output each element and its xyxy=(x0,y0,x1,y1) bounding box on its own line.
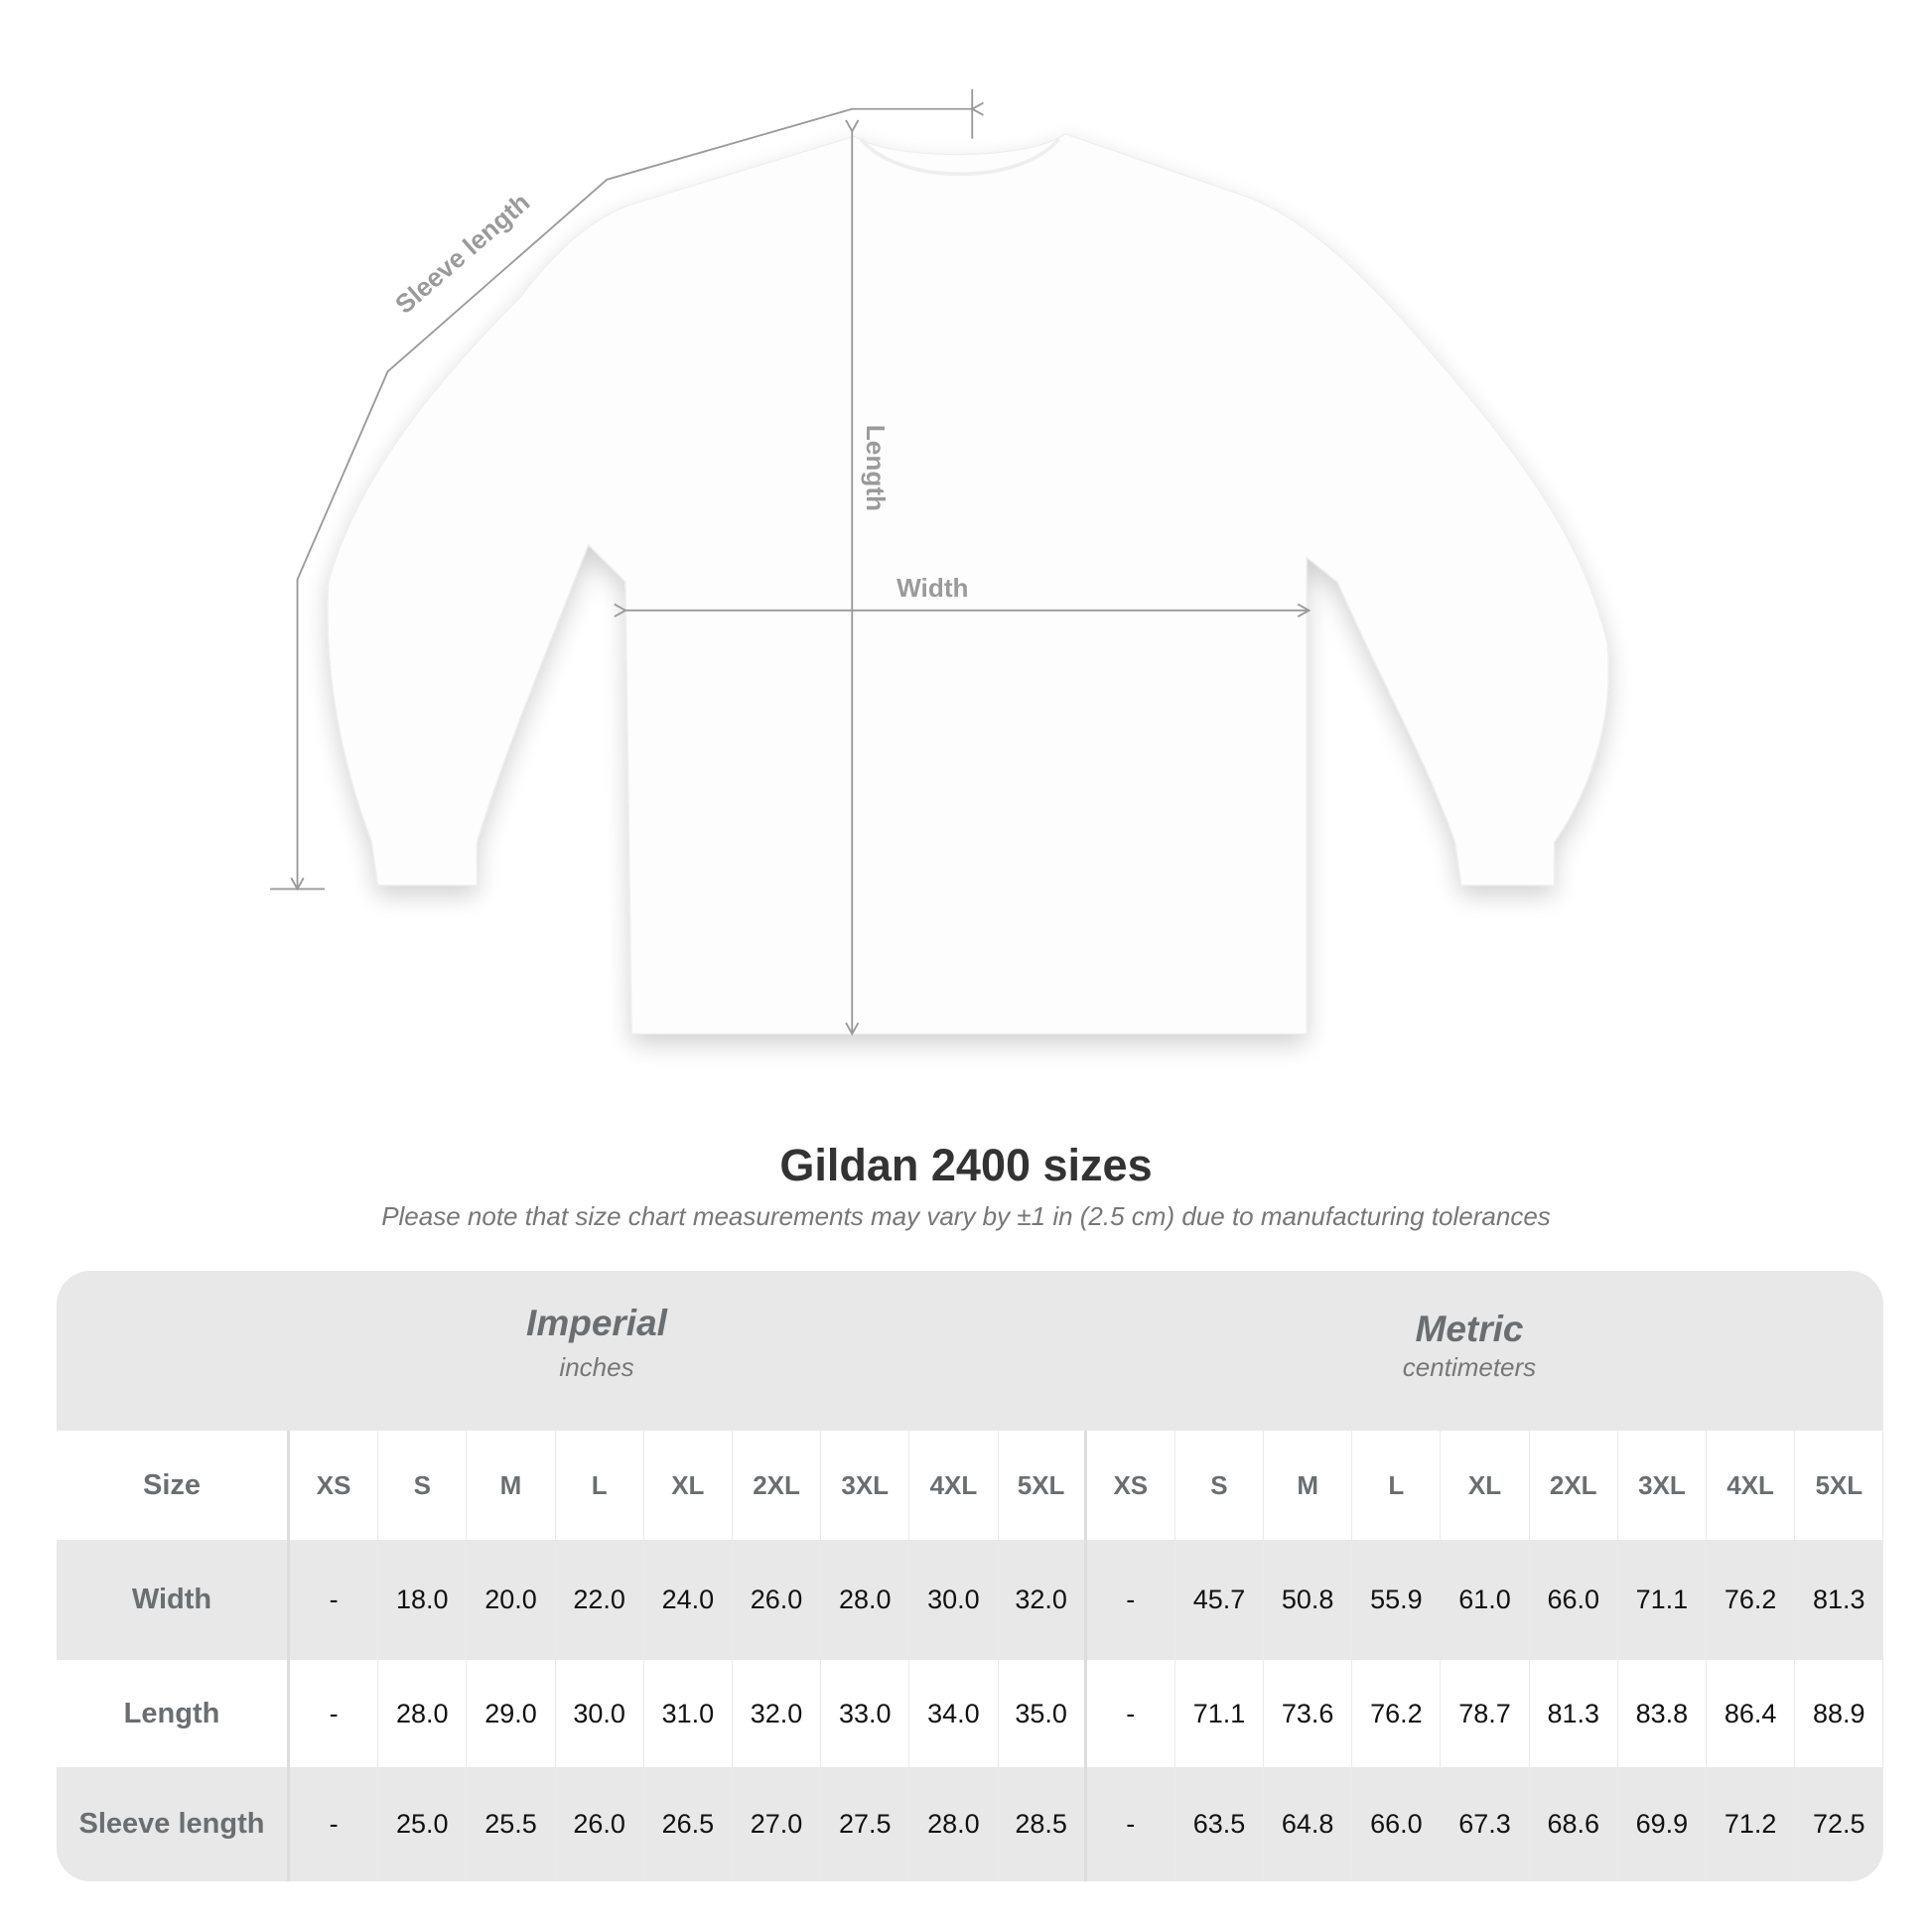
table-cell: 26.0 xyxy=(733,1540,822,1660)
size-header-cell: 4XL xyxy=(909,1431,999,1540)
table-cell: 69.9 xyxy=(1618,1767,1707,1881)
table-cell: 31.0 xyxy=(644,1660,733,1767)
unit-header-band xyxy=(57,1271,1883,1431)
table-cell: 18.0 xyxy=(378,1540,468,1660)
table-cell: 26.5 xyxy=(644,1767,733,1881)
table-cell: - xyxy=(290,1540,379,1660)
size-header-cell: 2XL xyxy=(1530,1431,1618,1540)
table-row: Length -28.0 29.0 30.0 31.0 32.0 33.0 34.0 35.0-… xyxy=(57,1660,1883,1767)
size-header-cell: S xyxy=(378,1431,468,1540)
table-cell: 28.0 xyxy=(909,1767,999,1881)
table-cell: 67.3 xyxy=(1441,1767,1530,1881)
table-cell: 61.0 xyxy=(1441,1540,1530,1660)
table-cell: 63.5 xyxy=(1175,1767,1265,1881)
size-header-row: Size XS S M L XL 2XL 3XL 4XL 5XL XS S M L XL 2XL 3XL 4XL 5… xyxy=(57,1431,1883,1540)
size-header-cell: L xyxy=(1352,1431,1442,1540)
table-cell: 25.5 xyxy=(467,1767,556,1881)
page-title: Gildan 2400 sizes xyxy=(779,1140,1153,1190)
size-header-cell: M xyxy=(467,1431,556,1540)
table-cell: 86.4 xyxy=(1707,1660,1796,1767)
table-cell: 35.0 xyxy=(999,1660,1087,1767)
row-label: Length xyxy=(57,1660,290,1767)
size-header-cell: L xyxy=(556,1431,644,1540)
width-label: Width xyxy=(897,573,968,603)
size-header-cell: 4XL xyxy=(1707,1431,1796,1540)
metric-unit: centimeters xyxy=(1402,1352,1537,1382)
table-cell: 26.0 xyxy=(556,1767,644,1881)
size-header-cell: 2XL xyxy=(733,1431,822,1540)
sleeve-measure-line xyxy=(270,88,984,892)
row-label: Width xyxy=(57,1540,290,1660)
metric-title: Metric xyxy=(1415,1309,1524,1349)
table-cell: 45.7 xyxy=(1175,1540,1265,1660)
imperial-title: Imperial xyxy=(526,1303,667,1343)
metric-header: Metric centimeters xyxy=(1172,1309,1767,1383)
table-cell: - xyxy=(290,1767,379,1881)
table-cell: - xyxy=(1087,1540,1175,1660)
table-cell: 30.0 xyxy=(556,1660,644,1767)
size-header-cell: XS xyxy=(1087,1431,1175,1540)
size-header-cell: 5XL xyxy=(999,1431,1087,1540)
table-cell: 76.2 xyxy=(1352,1660,1442,1767)
table-cell: 72.5 xyxy=(1795,1767,1883,1881)
sleeve-length-label: Sleeve length xyxy=(389,187,535,319)
table-cell: 20.0 xyxy=(467,1540,556,1660)
size-header-cell: 3XL xyxy=(821,1431,910,1540)
table-cell: 66.0 xyxy=(1352,1767,1442,1881)
size-header-cell: 3XL xyxy=(1618,1431,1707,1540)
table-cell: 32.0 xyxy=(733,1660,822,1767)
size-header-cell: S xyxy=(1175,1431,1265,1540)
table-cell: 71.2 xyxy=(1707,1767,1796,1881)
row-label: Sleeve length xyxy=(57,1767,290,1881)
size-table: Imperial inches Metric centimeters Size X… xyxy=(57,1271,1883,1881)
size-header-cell: XL xyxy=(1441,1431,1530,1540)
table-row: Sleeve length -25.0 25.5 26.0 26.5 27.0 27.5 28… xyxy=(57,1767,1883,1881)
shirt-diagram: Sleeve length Length Width xyxy=(270,88,1609,1036)
size-header-cell: 5XL xyxy=(1795,1431,1883,1540)
table-cell: - xyxy=(290,1660,379,1767)
table-cell: 34.0 xyxy=(909,1660,999,1767)
table-cell: 50.8 xyxy=(1264,1540,1353,1660)
table-cell: 64.8 xyxy=(1264,1767,1353,1881)
table-cell: 25.0 xyxy=(378,1767,468,1881)
table-cell: 32.0 xyxy=(999,1540,1087,1660)
table-cell: 81.3 xyxy=(1530,1660,1618,1767)
table-cell: 27.0 xyxy=(733,1767,822,1881)
table-cell: - xyxy=(1087,1767,1175,1881)
table-cell: 30.0 xyxy=(909,1540,999,1660)
imperial-unit: inches xyxy=(559,1352,634,1382)
table-cell: 29.0 xyxy=(467,1660,556,1767)
table-cell: 33.0 xyxy=(821,1660,910,1767)
table-cell: 27.5 xyxy=(821,1767,910,1881)
table-cell: 28.0 xyxy=(378,1660,468,1767)
table-cell: 78.7 xyxy=(1441,1660,1530,1767)
size-header-cell: XL xyxy=(644,1431,733,1540)
table-cell: 55.9 xyxy=(1352,1540,1442,1660)
table-cell: 22.0 xyxy=(556,1540,644,1660)
table-cell: 66.0 xyxy=(1530,1540,1618,1660)
imperial-header: Imperial inches xyxy=(299,1303,895,1383)
table-cell: 71.1 xyxy=(1175,1660,1265,1767)
row-label: Size xyxy=(57,1431,290,1540)
table-cell: 88.9 xyxy=(1795,1660,1883,1767)
table-cell: 71.1 xyxy=(1618,1540,1707,1660)
table-cell: 28.0 xyxy=(821,1540,910,1660)
table-row: Width -18.0 20.0 22.0 24.0 26.0 28.0 30.0 32.0-4… xyxy=(57,1540,1883,1660)
table-cell: 24.0 xyxy=(644,1540,733,1660)
table-cell: - xyxy=(1087,1660,1175,1767)
table-cell: 76.2 xyxy=(1707,1540,1796,1660)
table-cell: 68.6 xyxy=(1530,1767,1618,1881)
size-header-cell: XS xyxy=(290,1431,379,1540)
length-label: Length xyxy=(861,425,891,511)
size-header-cell: M xyxy=(1264,1431,1353,1540)
table-cell: 28.5 xyxy=(999,1767,1087,1881)
table-cell: 73.6 xyxy=(1264,1660,1353,1767)
tolerance-note: Please note that size chart measurements… xyxy=(381,1201,1551,1231)
table-cell: 81.3 xyxy=(1795,1540,1883,1660)
table-cell: 83.8 xyxy=(1618,1660,1707,1767)
